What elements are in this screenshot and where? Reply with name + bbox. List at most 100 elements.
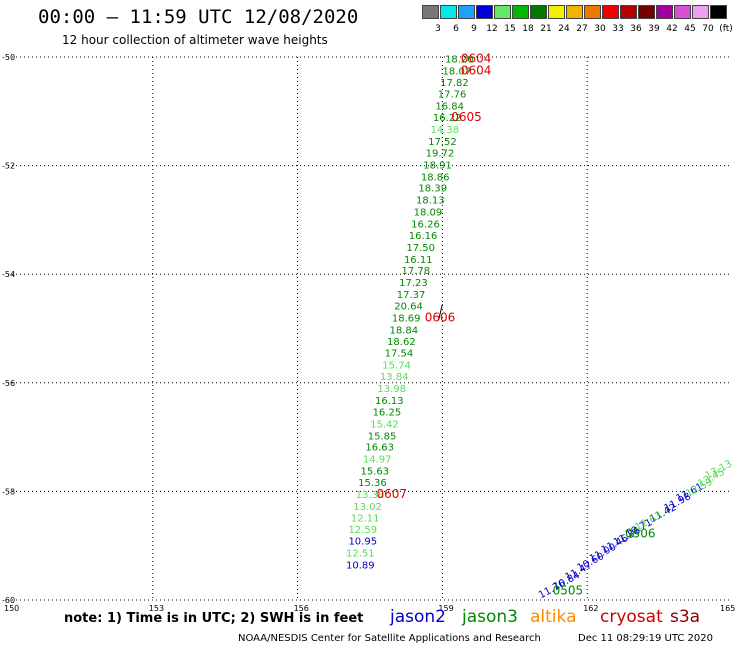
swh-value-label: 16.63: [365, 443, 394, 454]
legend-swatch: [440, 5, 457, 19]
swh-value-label: 17.50: [406, 243, 435, 254]
legend-label: 24: [558, 24, 570, 34]
legend-label: 6: [453, 24, 459, 34]
swh-value-label: 18.62: [387, 337, 416, 348]
legend-label: 70: [702, 24, 714, 34]
time-label: 0605: [451, 110, 482, 124]
legend-label: 9: [471, 24, 477, 34]
legend-label: 21: [540, 24, 552, 34]
x-tick-label: 159: [438, 604, 453, 613]
legend-swatch: [512, 5, 529, 19]
swh-value-label: 19.72: [426, 148, 455, 159]
legend-label: 30: [594, 24, 606, 34]
swh-value-label: 14.97: [363, 455, 392, 466]
swh-value-label: 14.38: [430, 125, 459, 136]
swh-value-label: 18.86: [421, 172, 450, 183]
swh-value-label: 18.69: [392, 313, 421, 324]
footer-note: note: 1) Time is in UTC; 2) SWH is in fe…: [64, 611, 364, 626]
swh-value-label: 17.82: [440, 78, 469, 89]
x-tick-label: 165: [720, 604, 735, 613]
swh-value-label: 12.11: [351, 513, 380, 524]
x-tick-label: 156: [294, 604, 309, 613]
swh-value-label: 17.76: [438, 90, 467, 101]
swh-value-label: 18.09: [414, 208, 443, 219]
legend-label: 15: [504, 24, 516, 34]
y-tick-label: -52: [2, 162, 15, 171]
legend-label: 45: [684, 24, 696, 34]
swh-value-label: 16.22: [433, 113, 462, 124]
swh-value-label: 12.51: [346, 549, 375, 560]
legend-label: (ft): [719, 24, 733, 34]
swh-value-label: 10.95: [348, 537, 377, 548]
legend-label: 27: [576, 24, 588, 34]
legend-label: 3: [435, 24, 441, 34]
swh-value-label: 10.89: [346, 561, 375, 572]
swh-value-label: 13.02: [353, 502, 382, 513]
legend-swatch: [656, 5, 673, 19]
legend-swatch: [638, 5, 655, 19]
swh-value-label: 17.23: [399, 278, 428, 289]
swh-value-label: 16.13: [375, 396, 404, 407]
swh-value-label: 16.26: [411, 220, 440, 231]
x-tick-label: 162: [583, 604, 598, 613]
credit-text: NOAA/NESDIS Center for Satellite Applica…: [238, 633, 541, 644]
swh-value-label: 20.64: [394, 301, 423, 312]
swh-value-label: 13.38: [356, 490, 385, 501]
legend-swatch: [584, 5, 601, 19]
swh-value-label: 17.54: [385, 349, 414, 360]
time-label: 0505: [553, 584, 584, 598]
y-tick-label: -58: [2, 487, 15, 496]
x-tick-label: 150: [4, 604, 19, 613]
satellite-label-jason2: jason2: [390, 607, 446, 627]
legend-swatch: [458, 5, 475, 19]
swh-value-label: 13.98: [377, 384, 406, 395]
swh-value-label: 15.42: [370, 419, 399, 430]
x-tick-label: 153: [149, 604, 164, 613]
legend-swatch: [602, 5, 619, 19]
swh-value-label: 18.91: [423, 160, 452, 171]
swh-value-label: 16.11: [404, 255, 433, 266]
time-label: 0604: [461, 51, 492, 65]
satellite-label-s3a: s3a: [670, 607, 701, 627]
swh-value-label: 15.85: [368, 431, 397, 442]
swh-value-label: 17.78: [402, 266, 431, 277]
swh-value-label: 16.84: [435, 102, 464, 113]
swh-value-label: 15.63: [361, 467, 390, 478]
y-tick-label: -56: [2, 379, 15, 388]
legend-label: 39: [648, 24, 660, 34]
swh-value-label: 16.25: [373, 407, 402, 418]
legend-swatch: [566, 5, 583, 19]
swh-value-label: 17.37: [397, 290, 426, 301]
swh-value-label: 18.13: [416, 196, 445, 207]
time-label: 0606: [425, 310, 456, 324]
swh-value-label: 18.07: [443, 66, 472, 77]
legend-label: 33: [612, 24, 624, 34]
legend-swatch: [692, 5, 709, 19]
chart-title: 00:00 — 11:59 UTC 12/08/2020: [38, 6, 359, 28]
satellite-label-altika: altika: [530, 607, 577, 627]
legend-swatch: [494, 5, 511, 19]
legend-swatch: [476, 5, 493, 19]
swh-value-label: 18.39: [418, 184, 447, 195]
timestamp-text: Dec 11 08:29:19 UTC 2020: [578, 633, 713, 644]
legend-label: 12: [486, 24, 498, 34]
legend-swatch: [548, 5, 565, 19]
swh-value-label: 18.20: [445, 54, 474, 65]
satellite-label-jason3: jason3: [462, 607, 518, 627]
track-mark: [438, 303, 443, 321]
y-tick-label: -54: [2, 270, 15, 279]
legend-swatch: [422, 5, 439, 19]
swh-value-label: 13.84: [380, 372, 409, 383]
swh-value-label: 15.36: [358, 478, 387, 489]
time-label: 0506: [625, 527, 656, 541]
legend-label: 18: [522, 24, 534, 34]
swh-value-label: 17.52: [428, 137, 457, 148]
time-label: 0607: [376, 487, 407, 501]
swh-value-label: 18.84: [389, 325, 418, 336]
chart-subtitle: 12 hour collection of altimeter wave hei…: [62, 33, 328, 47]
legend-swatch: [620, 5, 637, 19]
legend-swatch: [674, 5, 691, 19]
swh-value-label: 12.59: [348, 525, 377, 536]
legend-swatch: [710, 5, 727, 19]
